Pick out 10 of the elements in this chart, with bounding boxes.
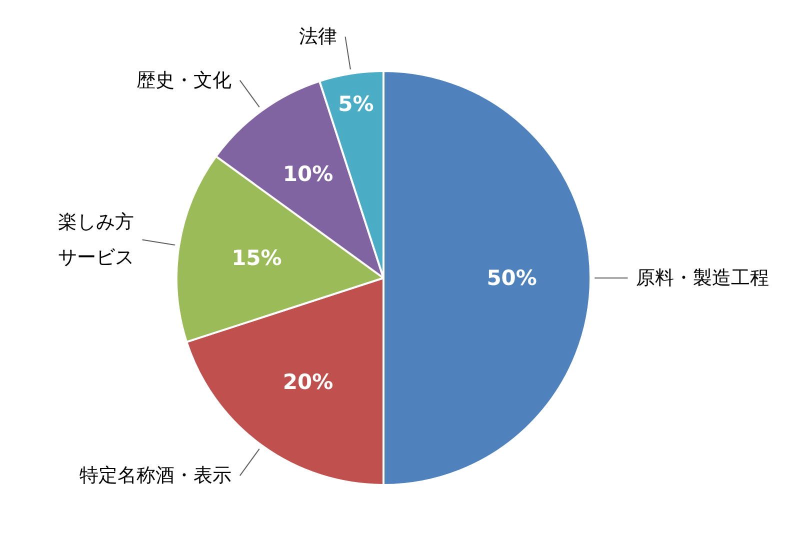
data-label: 5% <box>338 92 374 116</box>
slice-label: 楽しみ方サービス <box>58 211 134 268</box>
data-label: 15% <box>232 246 282 270</box>
slice-label: 歴史・文化 <box>136 69 232 92</box>
data-label: 20% <box>282 370 334 394</box>
data-label: 50% <box>486 266 537 290</box>
slice-label: 原料・製造工程 <box>636 267 770 289</box>
data-label: 10% <box>282 162 334 186</box>
slice-label: 特定名称酒・表示 <box>80 464 232 487</box>
slice-label: 法律 <box>298 26 337 48</box>
